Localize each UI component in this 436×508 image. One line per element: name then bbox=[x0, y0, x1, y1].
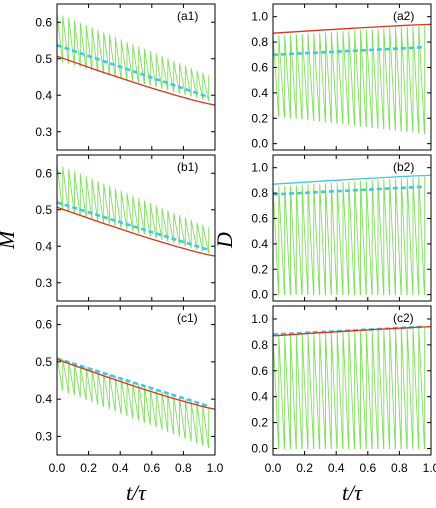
panel-label-a2: (a2) bbox=[393, 9, 414, 23]
oscillation-line-c1 bbox=[57, 357, 210, 449]
x-tick-label: 0.2 bbox=[80, 461, 97, 475]
frame-a2 bbox=[272, 3, 432, 151]
x-axis-label-right: t/τ bbox=[342, 480, 363, 505]
reference-line-a2 bbox=[273, 23, 431, 34]
panel-c1: 0.3 0.4 0.5 0.6 0.0 0.2 0.4 0.6 0.8 1.0 (c1) bbox=[35, 305, 224, 475]
y-tick-label: 0.3 bbox=[35, 429, 52, 443]
plot-area-b1 bbox=[57, 164, 215, 257]
y-tick-label: 0.8 bbox=[251, 35, 268, 49]
y-tick-label: 0.5 bbox=[35, 203, 52, 217]
panel-b2: 0.0 0.2 0.4 0.6 0.8 1.0 (b2) bbox=[251, 154, 432, 302]
y-tick-label: 0.5 bbox=[35, 355, 52, 369]
reference-line-c2 bbox=[273, 326, 431, 337]
y-axis-label-right: D bbox=[212, 232, 237, 249]
y-tick-label: 0.6 bbox=[35, 166, 52, 180]
y-tick-label: 0.3 bbox=[35, 125, 52, 139]
frame-a1 bbox=[56, 3, 216, 151]
plot-area-a1 bbox=[57, 13, 215, 106]
reference-line-b1 bbox=[57, 206, 215, 257]
x-tick-label: 0.2 bbox=[296, 461, 313, 475]
y-tick-label: 0.2 bbox=[251, 111, 268, 125]
y-tick-label: 0.4 bbox=[251, 86, 268, 100]
plot-area-a2 bbox=[273, 23, 431, 134]
x-tick-label: 1.0 bbox=[423, 461, 436, 475]
x-tick-label: 0.8 bbox=[391, 461, 408, 475]
y-tick-label: 0.6 bbox=[251, 60, 268, 74]
y-tick-label: 0.6 bbox=[251, 211, 268, 225]
y-axis-label-left: M bbox=[0, 229, 19, 250]
plot-area-c2 bbox=[273, 325, 431, 449]
y-tick-label: 0.2 bbox=[251, 262, 268, 276]
y-tick-label: 0.8 bbox=[251, 186, 268, 200]
y-tick-label: 0.6 bbox=[35, 318, 52, 332]
x-tick-label: 0.4 bbox=[328, 461, 345, 475]
y-tick-label: 0.4 bbox=[251, 237, 268, 251]
frame-c1 bbox=[56, 305, 216, 456]
y-tick-label: 0.2 bbox=[251, 416, 268, 430]
x-tick-label: 0.4 bbox=[112, 461, 129, 475]
y-tick-label: 0.0 bbox=[251, 288, 268, 302]
x-tick-label: 1.0 bbox=[207, 461, 224, 475]
x-tick-label: 0.6 bbox=[143, 461, 160, 475]
panel-c2: 0.0 0.2 0.4 0.6 0.8 1.0 0.0 0.2 0.4 0.6 0.8 1.0 (c2) bbox=[251, 305, 436, 475]
y-tick-label: 1.0 bbox=[251, 312, 268, 326]
average-line-b1 bbox=[57, 201, 210, 252]
reference-line-a1 bbox=[57, 55, 215, 106]
oscillation-line-b1 bbox=[57, 164, 210, 254]
frame-b2 bbox=[272, 154, 432, 302]
panel-label-c2: (c2) bbox=[393, 311, 414, 325]
plot-area-c1 bbox=[57, 357, 215, 449]
y-tick-label: 0.4 bbox=[251, 390, 268, 404]
oscillation-line-c2 bbox=[273, 326, 426, 449]
reference-line-c1 bbox=[57, 358, 215, 410]
oscillation-line-a1 bbox=[57, 13, 210, 102]
x-tick-label: 0.0 bbox=[49, 461, 66, 475]
y-tick-label: 1.0 bbox=[251, 161, 268, 175]
y-tick-label: 0.8 bbox=[251, 338, 268, 352]
panels: 0.30.40.50.6 (a1)0.00.20.40.60.81.0 (a2)0.… bbox=[35, 3, 436, 475]
y-tick-label: 0.0 bbox=[251, 442, 268, 456]
y-tick-label: 0.0 bbox=[251, 137, 268, 151]
y-tick-label: 0.5 bbox=[35, 52, 52, 66]
frame-b1 bbox=[56, 154, 216, 302]
x-axis-label-left: t/τ bbox=[126, 480, 147, 505]
y-tick-label: 0.3 bbox=[35, 276, 52, 290]
average-line-a1 bbox=[57, 43, 210, 99]
panel-label-b2: (b2) bbox=[393, 160, 414, 174]
y-tick-label: 0.6 bbox=[35, 15, 52, 29]
y-tick-label: 0.4 bbox=[35, 392, 52, 406]
average-line-a2 bbox=[273, 45, 425, 57]
y-tick-label: 0.4 bbox=[35, 88, 52, 102]
x-tick-label: 0.0 bbox=[265, 461, 282, 475]
panel-a2: 0.0 0.2 0.4 0.6 0.8 1.0 (a2) bbox=[251, 3, 432, 151]
oscillation-line-b2 bbox=[273, 176, 426, 296]
x-tick-label: 0.8 bbox=[175, 461, 192, 475]
panel-label-c1: (c1) bbox=[177, 311, 198, 325]
x-tick-label: 0.6 bbox=[359, 461, 376, 475]
y-tick-label: 0.4 bbox=[35, 239, 52, 253]
oscillation-line-a2 bbox=[273, 25, 426, 134]
average-line-b2 bbox=[273, 185, 425, 196]
frame-c2 bbox=[272, 305, 432, 456]
panel-label-b1: (b1) bbox=[177, 160, 198, 174]
average-line-c1 bbox=[57, 357, 210, 408]
plot-area-b2 bbox=[273, 174, 431, 296]
panel-a1: 0.3 0.4 0.5 0.6 (a1) bbox=[35, 3, 216, 151]
panel-label-a1: (a1) bbox=[177, 9, 198, 23]
y-tick-label: 0.6 bbox=[251, 364, 268, 378]
panel-b1: 0.3 0.4 0.5 0.6 (b1) bbox=[35, 154, 216, 302]
y-tick-label: 1.0 bbox=[251, 10, 268, 24]
reference-line-b2 bbox=[273, 174, 431, 185]
